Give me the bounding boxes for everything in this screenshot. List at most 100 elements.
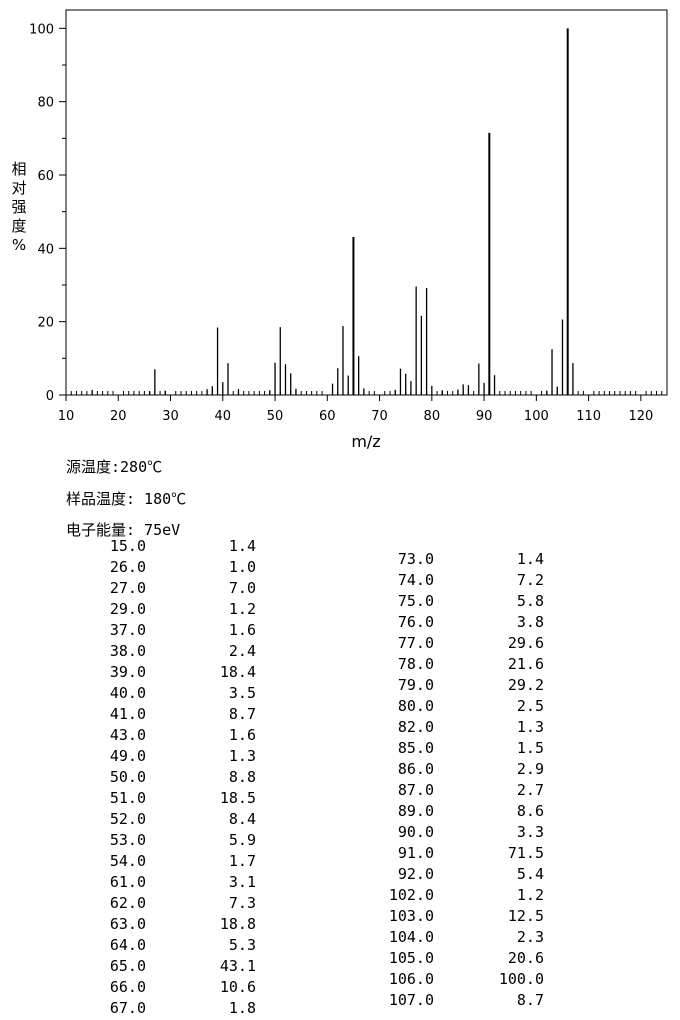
y-tick-label: 0 [46, 389, 54, 404]
intensity-value: 7.0 [228, 579, 256, 597]
intensity-value: 18.8 [219, 915, 256, 933]
mz-value: 41.0 [109, 705, 146, 723]
intensity-value: 10.6 [219, 978, 256, 996]
peak-table-left: 15.0 1.4 26.0 1.0 27.0 7.0 29.0 1.2 37.0 1.6 38.0 2… [0, 536, 300, 1019]
intensity-value: 21.6 [507, 655, 544, 673]
table-row: 74.0 7.2 [0, 570, 600, 591]
intensity-value: 5.8 [516, 592, 544, 610]
intensity-value: 8.6 [516, 802, 544, 820]
y-tick-label: 20 [37, 316, 54, 331]
intensity-value: 20.6 [507, 949, 544, 967]
mass-spectrum-chart: 0 20 40 60 80 100 10 20 30 40 50 60 70 80 90 100 110 120… [29, 9, 668, 451]
intensity-value: 29.6 [507, 634, 544, 652]
mz-value: 39.0 [109, 663, 146, 681]
mz-value: 50.0 [109, 768, 146, 786]
mz-value: 77.0 [397, 634, 434, 652]
mz-value: 38.0 [109, 642, 146, 660]
intensity-value: 8.7 [228, 705, 256, 723]
mz-value: 104.0 [388, 928, 434, 946]
x-tick-label: 120 [628, 409, 653, 424]
intensity-value: 1.3 [228, 747, 256, 765]
mz-value: 27.0 [109, 579, 146, 597]
table-row: 103.0 12.5 [0, 906, 600, 927]
peak-table-right: 73.0 1.4 74.0 7.2 75.0 5.8 76.0 3.8 77.0 29.6 78.0… [0, 549, 600, 1011]
mz-value: 90.0 [397, 823, 434, 841]
intensity-value: 71.5 [507, 844, 544, 862]
x-tick-label: 80 [424, 409, 441, 424]
table-row: 76.0 3.8 [0, 612, 600, 633]
table-row: 49.0 1.3 [0, 746, 300, 767]
mz-value: 40.0 [109, 684, 146, 702]
table-row: 27.0 7.0 [0, 578, 300, 599]
mz-value: 82.0 [397, 718, 434, 736]
mz-value: 49.0 [109, 747, 146, 765]
plot-frame [65, 9, 668, 396]
mz-value: 107.0 [388, 991, 434, 1009]
mz-value: 102.0 [388, 886, 434, 904]
intensity-value: 18.4 [219, 663, 256, 681]
mz-value: 85.0 [397, 739, 434, 757]
intensity-value: 1.3 [516, 718, 544, 736]
table-row: 62.0 7.3 [0, 893, 300, 914]
x-tick-label: 30 [162, 409, 179, 424]
table-row: 106.0 100.0 [0, 969, 600, 990]
table-row: 90.0 3.3 [0, 822, 600, 843]
table-row: 104.0 2.3 [0, 927, 600, 948]
intensity-value: 1.6 [228, 621, 256, 639]
intensity-value: 8.7 [516, 991, 544, 1009]
mz-value: 51.0 [109, 789, 146, 807]
intensity-value: 1.7 [228, 852, 256, 870]
intensity-value: 8.4 [228, 810, 256, 828]
mz-value: 64.0 [109, 936, 146, 954]
table-row: 75.0 5.8 [0, 591, 600, 612]
mz-value: 87.0 [397, 781, 434, 799]
mz-value: 29.0 [109, 600, 146, 618]
mz-value: 37.0 [109, 621, 146, 639]
mz-value: 79.0 [397, 676, 434, 694]
table-row: 61.0 3.1 [0, 872, 300, 893]
y-tick-label: 40 [37, 242, 54, 257]
mz-value: 92.0 [397, 865, 434, 883]
table-row: 64.0 5.3 [0, 935, 300, 956]
intensity-value: 7.3 [228, 894, 256, 912]
table-row: 77.0 29.6 [0, 633, 600, 654]
mz-value: 52.0 [109, 810, 146, 828]
x-tick-label: 20 [110, 409, 127, 424]
intensity-value: 5.4 [516, 865, 544, 883]
x-tick-label: 70 [371, 409, 388, 424]
table-row: 105.0 20.6 [0, 948, 600, 969]
intensity-value: 12.5 [507, 907, 544, 925]
mz-value: 106.0 [388, 970, 434, 988]
x-tick-label: 90 [476, 409, 493, 424]
table-row: 86.0 2.9 [0, 759, 600, 780]
table-row: 40.0 3.5 [0, 683, 300, 704]
x-tick-label: 110 [576, 409, 601, 424]
table-row: 91.0 71.5 [0, 843, 600, 864]
table-row: 79.0 29.2 [0, 675, 600, 696]
intensity-value: 7.2 [516, 571, 544, 589]
table-row: 53.0 5.9 [0, 830, 300, 851]
intensity-value: 2.9 [516, 760, 544, 778]
table-row: 66.0 10.6 [0, 977, 300, 998]
intensity-value: 2.5 [516, 697, 544, 715]
mz-value: 43.0 [109, 726, 146, 744]
mz-value: 53.0 [109, 831, 146, 849]
intensity-value: 1.2 [516, 886, 544, 904]
table-row: 29.0 1.2 [0, 599, 300, 620]
intensity-value: 100.0 [498, 970, 544, 988]
intensity-value: 43.1 [219, 957, 256, 975]
mz-value: 62.0 [109, 894, 146, 912]
table-row: 26.0 1.0 [0, 557, 300, 578]
intensity-value: 1.8 [228, 999, 256, 1017]
intensity-value: 1.4 [516, 550, 544, 568]
table-row: 78.0 21.6 [0, 654, 600, 675]
table-row: 73.0 1.4 [0, 549, 600, 570]
table-row: 37.0 1.6 [0, 620, 300, 641]
mz-value: 91.0 [397, 844, 434, 862]
x-tick-label: 40 [215, 409, 232, 424]
table-row: 65.0 43.1 [0, 956, 300, 977]
table-row: 102.0 1.2 [0, 885, 600, 906]
mz-value: 75.0 [397, 592, 434, 610]
y-axis-label: 相对强度% [8, 160, 30, 255]
intensity-value: 1.0 [228, 558, 256, 576]
